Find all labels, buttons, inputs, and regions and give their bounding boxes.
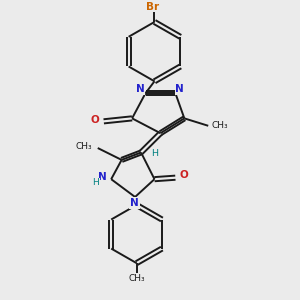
Text: CH₃: CH₃ — [128, 274, 145, 283]
Text: H: H — [151, 149, 158, 158]
Text: Br: Br — [146, 2, 160, 11]
Text: N: N — [176, 84, 184, 94]
Text: CH₃: CH₃ — [76, 142, 93, 151]
Text: CH₃: CH₃ — [211, 121, 228, 130]
Text: N: N — [130, 198, 139, 208]
Text: N: N — [136, 84, 145, 94]
Text: N: N — [98, 172, 106, 182]
Text: O: O — [90, 115, 99, 125]
Text: O: O — [179, 170, 188, 180]
Text: H: H — [92, 178, 99, 187]
